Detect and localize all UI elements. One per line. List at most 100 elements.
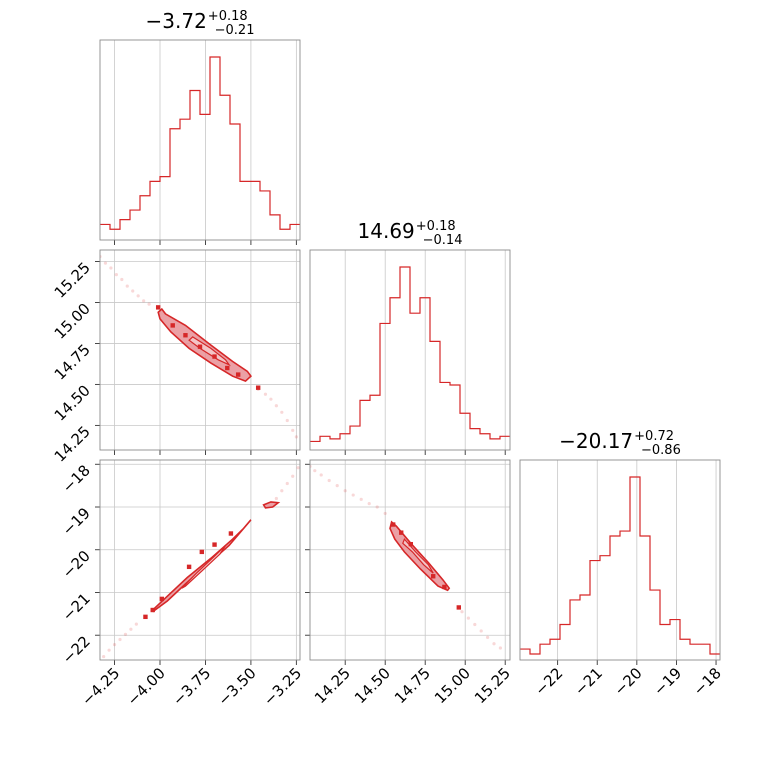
title-value: −3.72 xyxy=(146,9,207,33)
sample-point xyxy=(343,489,347,493)
title-value: 14.69 xyxy=(358,219,415,243)
panel-frame xyxy=(519,459,721,661)
outlier-point xyxy=(143,614,148,620)
title-value: −20.17 xyxy=(559,429,633,453)
x-tick-label: −21 xyxy=(571,664,606,699)
outlier-point xyxy=(235,372,241,377)
sample-point xyxy=(280,410,284,414)
sample-point xyxy=(294,435,298,439)
contour-outer xyxy=(262,501,281,509)
outlier-point xyxy=(408,541,413,547)
histogram-step xyxy=(100,56,300,230)
sample-point xyxy=(319,473,323,477)
sample-point xyxy=(479,629,483,633)
histogram-panel-2: −22 −21 −20 −19 −18 −20.17+0.72 −0.86 xyxy=(519,429,725,699)
y-tick-label: 14.50 xyxy=(51,382,94,425)
sample-point xyxy=(131,289,135,293)
sample-point xyxy=(112,643,117,647)
title-plus: +0.18 xyxy=(208,9,248,24)
outlier-point xyxy=(225,365,230,371)
sample-point xyxy=(285,418,289,423)
outlier-point xyxy=(255,385,261,390)
sample-point xyxy=(285,481,289,486)
x-tick-label: −4.25 xyxy=(78,664,123,709)
sample-point xyxy=(291,474,295,478)
outlier-point xyxy=(186,564,192,570)
x-tick-label: −22 xyxy=(531,664,566,699)
panel-title: 14.69+0.18 −0.14 xyxy=(358,219,463,248)
x-tick-label: −3.50 xyxy=(215,664,260,709)
contour-inner xyxy=(188,336,231,367)
sample-point xyxy=(125,284,129,288)
outlier-point xyxy=(199,549,205,555)
sample-point xyxy=(136,294,140,298)
sample-point xyxy=(375,505,379,509)
sample-point xyxy=(291,428,295,432)
sample-point xyxy=(280,489,284,493)
sample-point xyxy=(120,277,124,282)
sample-point xyxy=(359,497,363,501)
histogram-panel-1: 14.69+0.18 −0.14 xyxy=(309,219,511,455)
sample-point xyxy=(486,635,490,639)
y-tick-label: −18 xyxy=(59,461,94,496)
sample-point xyxy=(263,392,268,396)
sample-point xyxy=(473,622,477,627)
x-tick-label: 14.25 xyxy=(311,664,354,707)
x-tick-label: −3.75 xyxy=(169,664,214,709)
panel-frame xyxy=(99,39,301,241)
sample-point xyxy=(114,272,118,277)
sample-point xyxy=(109,266,113,270)
sample-point xyxy=(498,646,502,650)
title-minus: −0.21 xyxy=(215,23,255,38)
contour-inner xyxy=(402,537,434,574)
x-tick-label: −19 xyxy=(650,664,685,699)
y-tick-label: −21 xyxy=(59,590,94,625)
sample-point xyxy=(107,648,111,652)
outlier-point xyxy=(155,305,161,310)
outlier-point xyxy=(431,574,436,579)
title-minus: −0.86 xyxy=(641,443,681,458)
y-tick-label: 14.25 xyxy=(51,423,94,466)
y-tick-label: 15.00 xyxy=(51,300,94,343)
outlier-point xyxy=(442,584,447,590)
panel-content xyxy=(102,466,300,659)
sample-point xyxy=(296,466,300,470)
title-plus: +0.72 xyxy=(634,429,674,444)
title-minus: −0.14 xyxy=(423,233,463,248)
contour-outer xyxy=(151,519,252,613)
x-tick-label: 15.25 xyxy=(471,664,514,707)
sample-point xyxy=(466,616,470,620)
sample-point xyxy=(313,469,317,473)
sample-point xyxy=(460,610,464,614)
title-plus: +0.18 xyxy=(416,219,456,234)
x-tick-label: −18 xyxy=(690,664,725,699)
sample-point xyxy=(123,632,128,636)
y-tick-label: 15.25 xyxy=(51,259,94,302)
panel-title: −20.17+0.72 −0.86 xyxy=(559,429,681,458)
x-tick-label: −4.00 xyxy=(124,664,169,709)
panel-title: −3.72+0.18 −0.21 xyxy=(146,9,255,38)
y-tick-label: −22 xyxy=(59,632,94,667)
sample-point xyxy=(103,261,108,265)
histogram-panel-0: −3.72+0.18 −0.21 xyxy=(99,9,301,245)
outlier-point xyxy=(183,333,188,338)
sample-point xyxy=(327,478,331,483)
sample-point xyxy=(118,637,122,642)
panel-frame xyxy=(309,459,511,661)
x-tick-label: −20 xyxy=(611,664,646,699)
outlier-point xyxy=(391,522,396,527)
sample-point xyxy=(351,493,355,497)
panel-frame xyxy=(309,249,511,451)
sample-point xyxy=(335,484,339,488)
panel-content xyxy=(100,254,298,439)
panel-frame xyxy=(99,249,301,451)
x-tick-label: 15.00 xyxy=(431,664,474,707)
outlier-point xyxy=(170,323,175,328)
x-tick-label: 14.50 xyxy=(351,664,394,707)
y-tick-label: −20 xyxy=(59,547,94,582)
x-tick-label: −3.25 xyxy=(260,664,305,709)
sample-point xyxy=(129,627,133,631)
